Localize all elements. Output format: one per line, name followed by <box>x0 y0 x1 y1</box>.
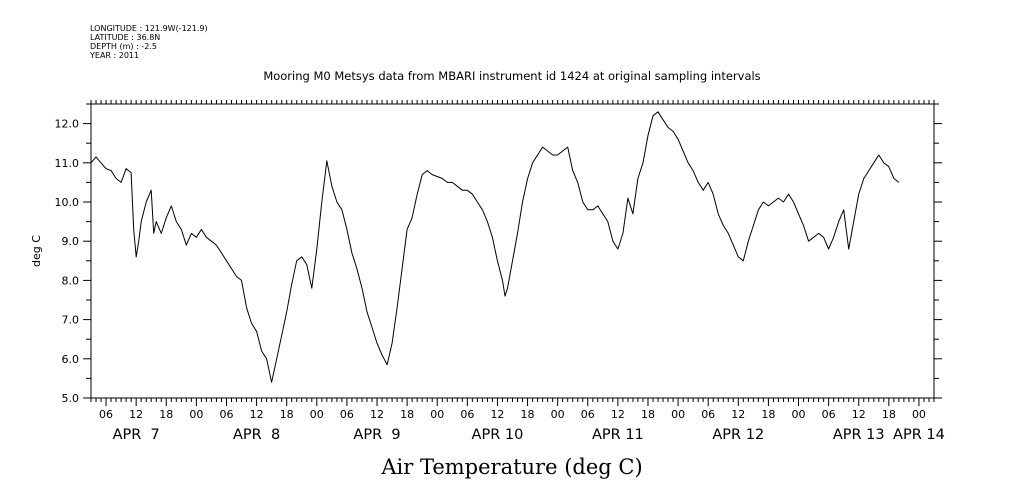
hour-tick-label: 12 <box>852 408 866 421</box>
latitude-text: LATITUDE : 36.8N <box>90 33 160 42</box>
bottom-ticks <box>90 398 935 406</box>
depth-text: DEPTH (m) : -2.5 <box>90 42 157 51</box>
hour-tick-label: 18 <box>280 408 294 421</box>
plot-frame <box>90 103 935 399</box>
top-minor-ticks <box>90 100 935 104</box>
day-label: APR 7 <box>113 427 160 443</box>
y-tick-label: 9.0 <box>62 235 80 248</box>
day-label: APR 11 <box>592 427 644 443</box>
hour-tick-label: 18 <box>641 408 655 421</box>
day-label: APR 8 <box>233 427 280 443</box>
y-tick-label: 6.0 <box>62 353 80 366</box>
chart-title: Mooring M0 Metsys data from MBARI instru… <box>263 69 760 83</box>
hour-tick-label: 18 <box>882 408 896 421</box>
day-label: APR 13 <box>833 427 885 443</box>
y-tick-label: 5.0 <box>62 392 80 405</box>
hour-tick-label: 12 <box>370 408 384 421</box>
hour-tick-label: 06 <box>460 408 474 421</box>
x-axis-label: Air Temperature (deg C) <box>380 455 642 479</box>
y-tick-label: 8.0 <box>62 274 80 287</box>
hour-tick-label: 18 <box>761 408 775 421</box>
y-tick-label: 12.0 <box>55 118 80 131</box>
hour-tick-labels: 06 12 18 00 06 12 18 00 06 12 18 00 06 12 18 00 06 12 18 00… <box>99 408 926 421</box>
hour-tick-label: 00 <box>310 408 324 421</box>
series-line <box>90 111 900 383</box>
y-axis: 5.0 6.0 7.0 8.0 9.0 10.0 11.0 12.0 <box>55 103 942 405</box>
hour-tick-label: 12 <box>129 408 143 421</box>
hour-tick-label: 06 <box>701 408 715 421</box>
hour-tick-label: 00 <box>551 408 565 421</box>
hour-tick-label: 12 <box>731 408 745 421</box>
longitude-text: LONGITUDE : 121.9W(-121.9) <box>90 24 208 33</box>
hour-tick-label: 00 <box>189 408 203 421</box>
day-label: APR 12 <box>712 427 764 443</box>
series-group <box>90 111 900 383</box>
hour-tick-label: 12 <box>250 408 264 421</box>
hour-tick-label: 18 <box>400 408 414 421</box>
hour-tick-label: 00 <box>792 408 806 421</box>
hour-tick-label: 18 <box>521 408 535 421</box>
day-labels: APR 7 APR 8 APR 9 APR 10 APR 11 APR 12 APR 13 A… <box>113 427 945 443</box>
year-text: YEAR : 2011 <box>89 51 139 60</box>
hour-tick-label: 06 <box>822 408 836 421</box>
y-axis-label: deg C <box>30 235 43 267</box>
hour-tick-label: 00 <box>430 408 444 421</box>
hour-tick-label: 06 <box>219 408 233 421</box>
day-label: APR 14 <box>893 427 945 443</box>
y-tick-label: 10.0 <box>55 196 80 209</box>
day-label: APR 10 <box>472 427 524 443</box>
y-tick-label: 11.0 <box>55 157 80 170</box>
hour-tick-label: 18 <box>159 408 173 421</box>
day-label: APR 9 <box>353 427 400 443</box>
y-tick-label: 7.0 <box>62 314 80 327</box>
hour-tick-label: 12 <box>490 408 504 421</box>
hour-tick-label: 00 <box>912 408 926 421</box>
metadata-block: LONGITUDE : 121.9W(-121.9) LATITUDE : 36… <box>89 24 208 60</box>
hour-tick-label: 06 <box>340 408 354 421</box>
hour-tick-label: 00 <box>671 408 685 421</box>
hour-tick-label: 12 <box>611 408 625 421</box>
hour-tick-label: 06 <box>99 408 113 421</box>
hour-tick-label: 06 <box>581 408 595 421</box>
